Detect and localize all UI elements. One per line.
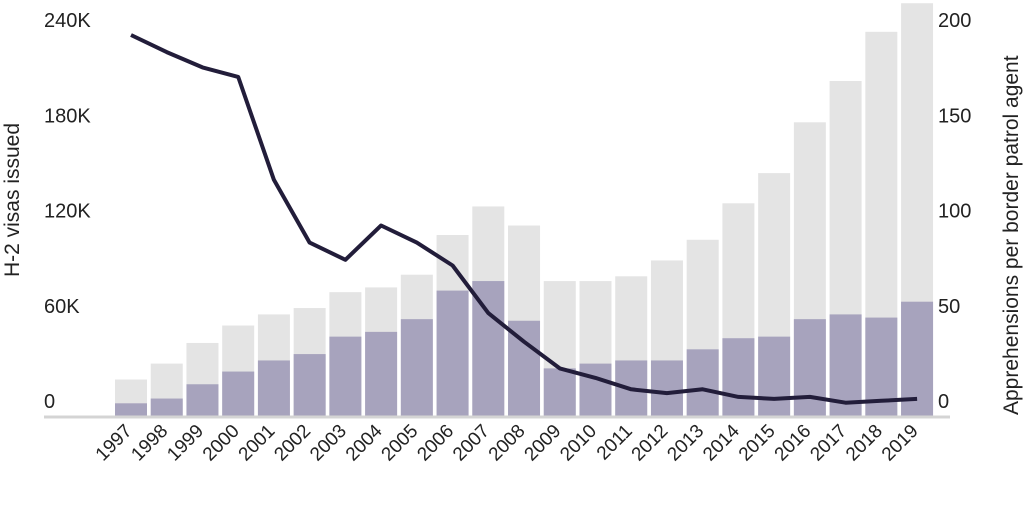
bar-subset-2005 xyxy=(400,319,433,416)
x-tick-label: 2004 xyxy=(342,420,387,465)
bar-subset-2009 xyxy=(543,368,576,416)
x-tick-label: 2017 xyxy=(806,421,851,466)
x-tick-label: 2000 xyxy=(199,421,244,466)
bar-subset-2014 xyxy=(722,338,755,416)
subset-bars xyxy=(115,281,934,416)
x-tick-label: 2015 xyxy=(735,421,780,466)
x-tick-label: 1997 xyxy=(92,421,137,466)
x-tick-label: 2002 xyxy=(270,421,315,466)
right-y-axis-ticks: 0 50 100 150 200 xyxy=(938,10,971,413)
x-tick-label: 2016 xyxy=(771,421,816,466)
bar-subset-2004 xyxy=(365,331,398,416)
x-tick-label: 2014 xyxy=(699,420,744,465)
bar-subset-1999 xyxy=(186,384,219,416)
left-tick-label: 180K xyxy=(44,105,91,127)
x-tick-label: 2012 xyxy=(628,421,673,466)
bar-subset-1997 xyxy=(115,403,147,416)
x-tick-label: 2007 xyxy=(449,421,494,466)
bar-subset-2003 xyxy=(329,336,362,416)
left-y-axis-title: H-2 visas issued xyxy=(1,123,24,277)
x-axis-ticks: 1997199819992000200120022003200420052006… xyxy=(92,420,923,465)
x-tick-label: 2019 xyxy=(878,421,923,466)
bar-subset-2012 xyxy=(650,360,683,416)
x-tick-label: 2003 xyxy=(306,421,351,466)
bar-subset-2000 xyxy=(222,371,255,416)
left-tick-label: 0 xyxy=(44,391,55,413)
right-tick-label: 50 xyxy=(938,296,960,318)
right-tick-label: 200 xyxy=(938,10,971,32)
x-tick-label: 2001 xyxy=(235,421,280,466)
right-tick-label: 0 xyxy=(938,391,949,413)
x-tick-label: 2006 xyxy=(413,421,458,466)
x-tick-label: 2009 xyxy=(521,421,566,466)
x-tick-label: 1999 xyxy=(163,421,208,466)
right-y-axis-title: Apprehensions per border patrol agent xyxy=(1000,55,1023,415)
bar-subset-2002 xyxy=(293,354,326,416)
left-tick-label: 240K xyxy=(44,10,91,32)
bar-subset-2006 xyxy=(436,290,469,416)
bar-subset-2015 xyxy=(758,336,791,416)
bar-subset-2016 xyxy=(793,319,826,416)
x-tick-label: 2008 xyxy=(485,421,530,466)
bar-subset-2019 xyxy=(901,301,934,416)
x-tick-label: 2011 xyxy=(593,421,637,465)
x-tick-label: 2010 xyxy=(556,421,601,466)
bar-subset-2008 xyxy=(508,320,541,416)
x-tick-label: 2013 xyxy=(663,421,708,466)
bar-subset-2001 xyxy=(257,360,290,416)
x-tick-label: 2005 xyxy=(378,421,423,466)
left-tick-label: 60K xyxy=(44,296,80,318)
left-tick-label: 120K xyxy=(44,201,91,223)
right-tick-label: 100 xyxy=(938,201,971,223)
bar-subset-1998 xyxy=(150,398,183,416)
bar-subset-2007 xyxy=(472,281,505,416)
bar-subset-2013 xyxy=(686,349,719,416)
left-y-axis-ticks: 0 60K 120K 180K 240K xyxy=(44,10,91,413)
apprehensions-line xyxy=(130,33,918,405)
x-tick-label: 1998 xyxy=(127,421,172,466)
right-tick-label: 150 xyxy=(938,105,971,127)
x-tick-label: 2018 xyxy=(842,421,887,466)
bar-subset-2010 xyxy=(579,363,612,416)
